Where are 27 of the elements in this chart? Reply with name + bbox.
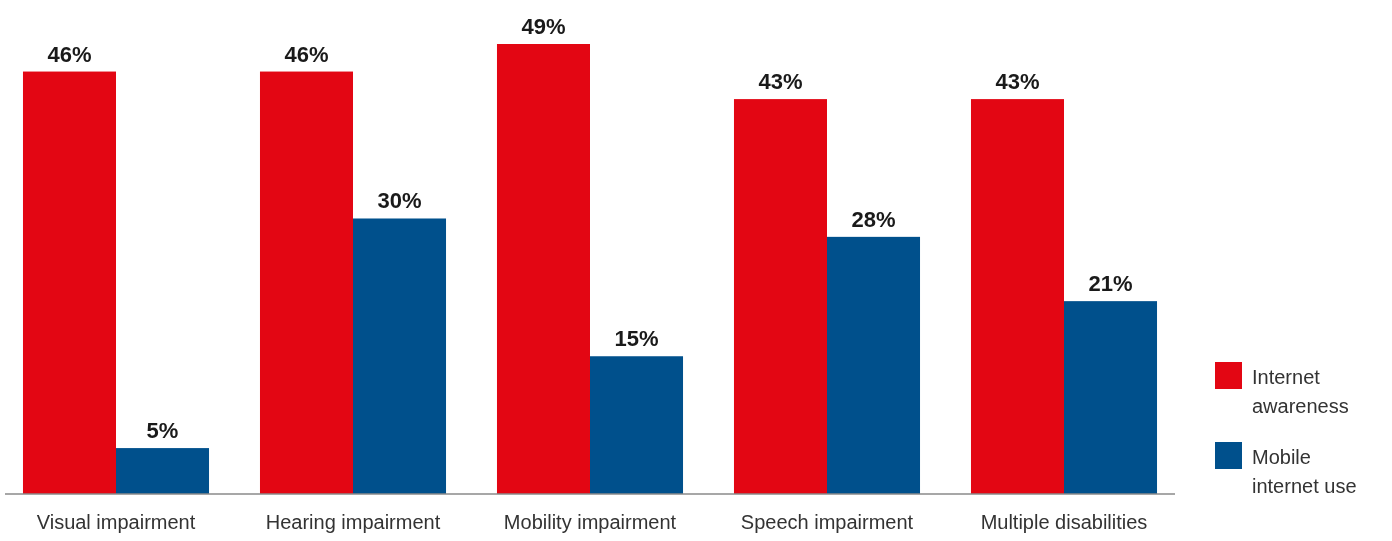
data-label: 15% bbox=[614, 326, 659, 352]
x-tick-label: Speech impairment bbox=[740, 511, 914, 533]
data-label: 30% bbox=[377, 188, 422, 214]
data-label: 28% bbox=[851, 206, 896, 232]
legend-label: Internet awareness bbox=[1252, 366, 1349, 417]
bar bbox=[259, 71, 353, 494]
data-label: 5% bbox=[146, 418, 179, 444]
bar bbox=[116, 448, 210, 494]
data-label: 46% bbox=[47, 41, 92, 67]
bar bbox=[22, 71, 116, 494]
data-label: 43% bbox=[758, 69, 803, 95]
bar bbox=[1064, 301, 1158, 494]
bar bbox=[970, 99, 1064, 494]
x-tick-label: Mobility impairment bbox=[503, 511, 677, 533]
bar bbox=[733, 99, 827, 494]
bar bbox=[496, 44, 590, 494]
data-label: 46% bbox=[284, 41, 329, 67]
data-label: 43% bbox=[995, 69, 1040, 95]
data-label: 49% bbox=[521, 14, 566, 39]
x-tick-label: Multiple disabilities bbox=[980, 511, 1148, 533]
bar bbox=[353, 218, 447, 494]
bar bbox=[590, 356, 684, 494]
bar bbox=[827, 236, 921, 494]
legend-label: Mobile internet use bbox=[1252, 446, 1357, 497]
data-label: 21% bbox=[1088, 271, 1133, 297]
x-tick-label: Visual impairment bbox=[36, 511, 196, 533]
x-tick-label: Hearing impairment bbox=[265, 511, 441, 533]
